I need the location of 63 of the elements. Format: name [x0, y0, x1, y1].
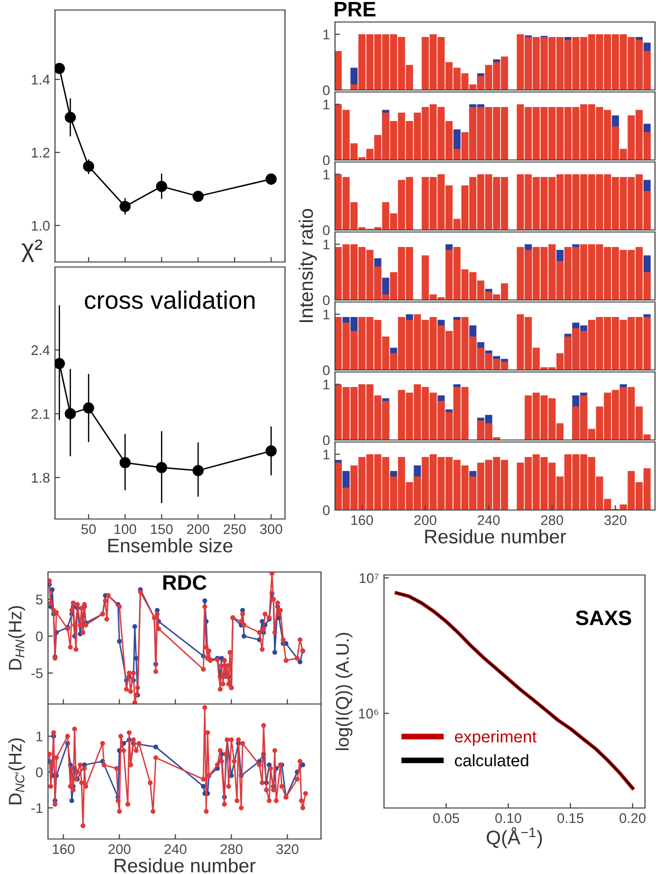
- y-tick-label: 1: [323, 100, 330, 110]
- x-tick-label: 200: [187, 524, 210, 534]
- x-tick-label: 0.10: [495, 813, 522, 824]
- x-tick-label: 200: [108, 844, 130, 854]
- y-tick-label: 1.2: [32, 148, 50, 158]
- y-tick-label: 1: [323, 170, 330, 180]
- y-axis-title: log(I(Q)) (A.U.): [336, 632, 352, 750]
- y-tick-label: 10⁶: [359, 708, 378, 718]
- x-tick-label: 240: [478, 515, 500, 526]
- x-tick-label: 50: [81, 524, 96, 534]
- y-tick-label: 1.8: [32, 472, 50, 483]
- x-axis-title: Residue number: [114, 858, 256, 872]
- x-tick-label: 100: [114, 524, 136, 534]
- chart-title: PRE: [334, 2, 376, 16]
- x-tick-label: 320: [276, 844, 298, 854]
- x-axis-title: Q(Å$^{−1}$): [486, 827, 542, 848]
- chart-title: RDC: [163, 575, 206, 590]
- y-tick-label: 1: [36, 732, 42, 742]
- x-tick-label: 0.15: [557, 813, 584, 824]
- x-tick-label: 280: [220, 844, 242, 854]
- x-axis-title: Residue number: [425, 529, 566, 544]
- x-tick-label: 320: [604, 515, 626, 526]
- x-tick-label: 160: [351, 515, 373, 526]
- x-tick-label: 160: [52, 844, 74, 854]
- y-tick-label: -5: [31, 668, 43, 678]
- text: SAXS: [576, 610, 632, 626]
- y-tick-label: 1: [323, 240, 330, 250]
- y-tick-label: 1: [323, 380, 330, 390]
- y-axis-title: D$_{HN}$(Hz): [8, 606, 26, 670]
- y-tick-label: 0: [36, 631, 43, 642]
- y-tick-label: 1: [323, 30, 330, 40]
- x-tick-label: 0.20: [620, 813, 646, 824]
- y-tick-label: 0: [322, 365, 330, 376]
- annotation: cross validation: [84, 290, 255, 309]
- x-tick-label: 250: [224, 524, 246, 534]
- y-tick-label: 0: [322, 225, 330, 236]
- x-tick-label: 150: [151, 524, 173, 534]
- y-tick-label: 0: [322, 155, 330, 166]
- legend-label: experiment: [454, 730, 537, 746]
- y-tick-label: 1: [323, 310, 330, 320]
- y-tick-label: 10⁷: [360, 573, 379, 584]
- y-tick-label: 0: [36, 767, 43, 778]
- x-tick-label: 0.05: [433, 813, 460, 824]
- y-axis-title: D$_{NC′}$(Hz): [8, 738, 26, 804]
- x-axis-title: Ensemble size: [108, 538, 232, 552]
- x-tick-label: 200: [414, 515, 436, 526]
- y-tick-label: 0: [322, 505, 330, 516]
- legend-label: calculated: [454, 754, 528, 766]
- y-tick-label: 1: [323, 450, 330, 460]
- y-axis-title: χ²: [22, 239, 42, 262]
- y-tick-label: 2.1: [32, 409, 50, 419]
- y-tick-label: -1: [31, 803, 42, 813]
- x-tick-label: 280: [541, 515, 564, 526]
- y-tick-label: 1.0: [32, 220, 50, 231]
- y-tick-label: 5: [36, 594, 43, 604]
- y-tick-label: 2.4: [32, 345, 50, 355]
- y-tick-label: 0: [322, 435, 330, 446]
- y-tick-label: 1.4: [32, 74, 50, 84]
- y-tick-label: 0: [322, 85, 330, 96]
- x-tick-label: 240: [164, 844, 186, 854]
- x-tick-label: 300: [260, 524, 282, 534]
- y-axis-title: Intensity ratio: [298, 208, 317, 322]
- y-tick-label: 0: [322, 295, 330, 306]
